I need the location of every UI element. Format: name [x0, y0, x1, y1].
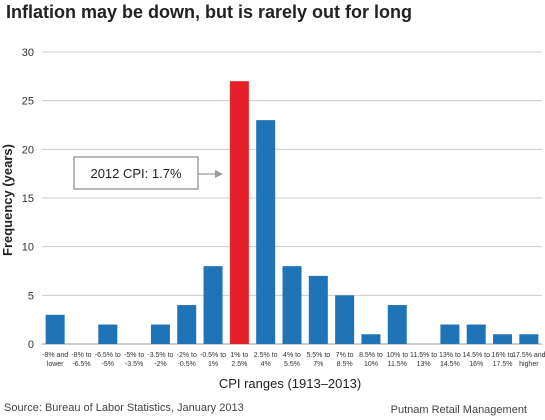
y-tick-label: 20	[22, 144, 34, 156]
x-tick-label: 4%	[261, 361, 271, 368]
y-tick-label: 15	[22, 193, 34, 205]
bar-highlight	[229, 81, 249, 344]
y-tick-label: 25	[22, 96, 34, 108]
x-tick-label: -3.5% to	[147, 352, 173, 359]
callout-arrow-head	[215, 170, 223, 178]
x-tick-label: 10%	[364, 361, 378, 368]
x-axis-title: CPI ranges (1913–2013)	[219, 376, 361, 391]
x-tick-label: 13%	[417, 361, 431, 368]
y-axis-title: Frequency (years)	[0, 144, 15, 256]
bar	[308, 275, 328, 344]
bars	[45, 81, 539, 344]
x-tick-label: 7% to	[336, 352, 354, 359]
x-tick-label: 14.5% to	[462, 352, 490, 359]
x-tick-label: 16% to	[492, 352, 514, 359]
x-tick-label: -3.5%	[125, 361, 143, 368]
x-tick-label: 16%	[469, 361, 483, 368]
y-axis-ticks: 0 5 10 15 20 25 30	[22, 47, 34, 351]
x-tick-label: 11.5% to	[410, 352, 437, 359]
x-tick-label: -5%	[102, 361, 114, 368]
x-tick-label: -8% and	[42, 352, 68, 359]
x-tick-label: 8.5% to	[359, 352, 383, 359]
x-tick-label: 17.5%	[493, 361, 513, 368]
cpi-callout: 2012 CPI: 1.7%	[73, 156, 223, 190]
x-tick-label: -6.5%	[72, 361, 90, 368]
x-axis-ticks: -8% and lower -8% to -6.5% -6.5% to -5% -5% to…	[42, 352, 545, 368]
callout-box	[73, 156, 199, 190]
bar	[203, 266, 223, 344]
x-tick-label: -0.5% to	[200, 352, 226, 359]
chart-title: Inflation may be down, but is rarely out…	[6, 2, 413, 22]
x-tick-label: 7%	[313, 361, 323, 368]
x-tick-label: 4% to	[283, 352, 301, 359]
x-tick-label: 1% to	[230, 352, 248, 359]
x-tick-label: 13% to	[439, 352, 461, 359]
credit-note: Putnam Retail Management	[390, 404, 527, 416]
bar	[45, 314, 65, 344]
x-tick-label: -2%	[154, 361, 166, 368]
x-tick-label: 5.5% to	[306, 352, 330, 359]
x-tick-label: 10% to	[386, 352, 408, 359]
x-tick-label: 8.5%	[337, 361, 353, 368]
bar	[361, 334, 381, 344]
bar	[282, 266, 302, 344]
x-tick-label: -6.5% to	[95, 352, 121, 359]
y-tick-label: 30	[22, 47, 34, 59]
y-tick-label: 10	[22, 242, 34, 254]
x-tick-label: 11.5%	[388, 361, 407, 368]
bar	[466, 324, 486, 344]
bar	[493, 334, 513, 344]
bar	[256, 120, 276, 344]
bar	[440, 324, 460, 344]
x-tick-label: 14.5%	[440, 361, 460, 368]
bar	[98, 324, 118, 344]
x-tick-label: 2.5%	[231, 361, 247, 368]
x-tick-label: 5.5%	[284, 361, 300, 368]
x-tick-label: lower	[47, 361, 64, 368]
bar	[519, 334, 539, 344]
y-tick-label: 5	[28, 290, 34, 302]
bar	[387, 305, 407, 344]
y-tick-label: 0	[28, 339, 34, 351]
x-tick-label: -2% to	[177, 352, 197, 359]
bar	[177, 305, 197, 344]
x-tick-label: higher	[519, 361, 539, 368]
callout-label: 2012 CPI: 1.7%	[90, 166, 181, 181]
x-tick-label: -8% to	[71, 352, 91, 359]
source-note: Source: Bureau of Labor Statistics, Janu…	[4, 402, 244, 414]
bar	[150, 324, 170, 344]
x-tick-label: 1%	[208, 361, 218, 368]
x-tick-label: -5% to	[124, 352, 144, 359]
x-tick-label: 17.5% and	[512, 352, 545, 359]
bar	[335, 295, 355, 344]
x-tick-label: 2.5% to	[254, 352, 278, 359]
x-tick-label: -0.5%	[178, 361, 196, 368]
